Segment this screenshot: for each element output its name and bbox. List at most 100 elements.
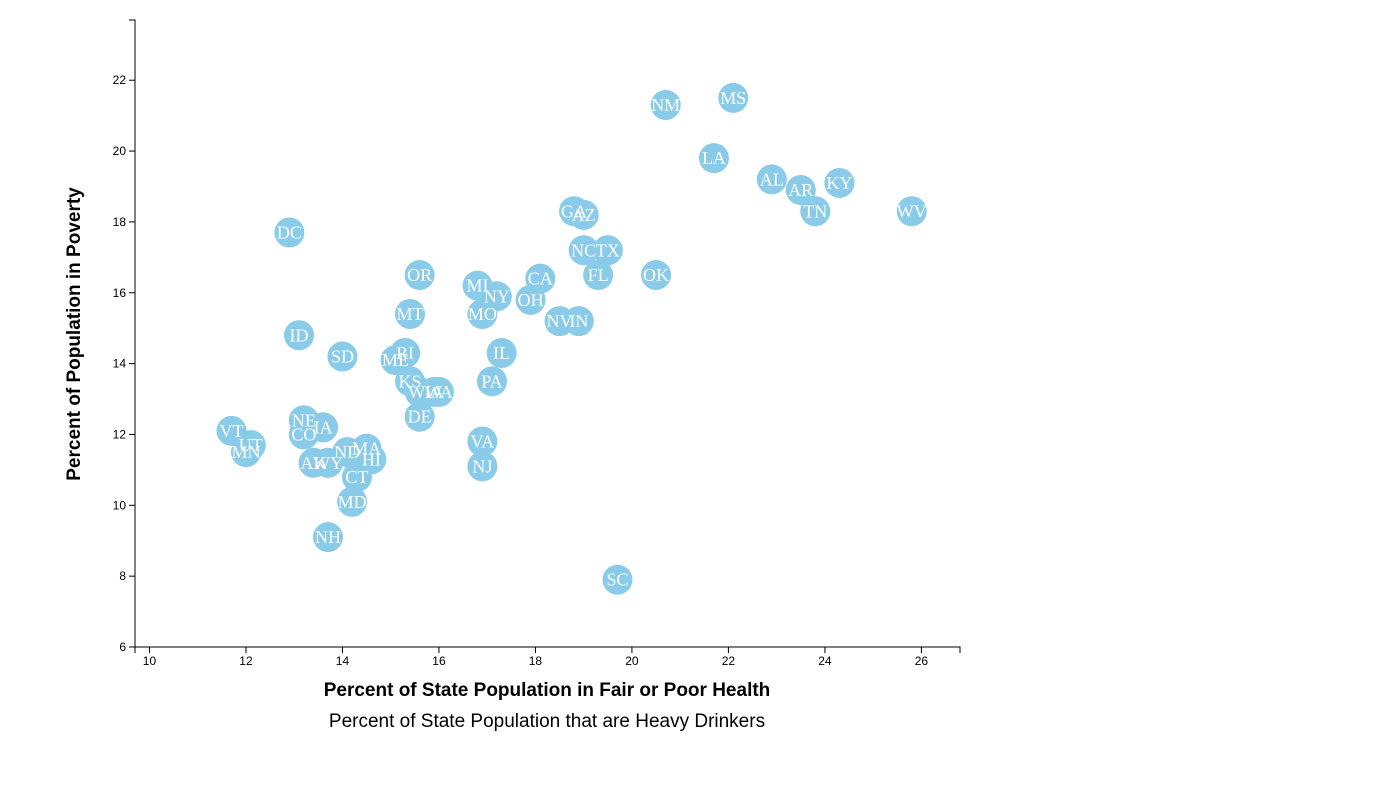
- state-circle[interactable]: [896, 196, 927, 227]
- state-circle[interactable]: [312, 522, 343, 553]
- state-abbr-label: WA: [425, 382, 453, 402]
- state-marker-nm[interactable]: [650, 90, 681, 121]
- state-abbr-label: WI: [408, 382, 431, 402]
- y-tick-label: 6: [119, 640, 126, 654]
- state-circle[interactable]: [568, 235, 599, 266]
- state-circle[interactable]: [583, 260, 614, 291]
- state-circle[interactable]: [515, 284, 546, 315]
- state-circle[interactable]: [288, 419, 319, 450]
- state-circle[interactable]: [390, 337, 421, 368]
- state-circle[interactable]: [800, 196, 831, 227]
- state-abbr-label: NJ: [472, 456, 492, 476]
- state-abbr-label: NV: [547, 311, 573, 331]
- y-axis: 6 8 10 12 14 16 18 20 22: [113, 19, 136, 654]
- state-marker-mt[interactable]: [395, 299, 425, 330]
- state-circle[interactable]: [602, 564, 633, 595]
- state-marker-mo[interactable]: [467, 299, 498, 330]
- state-abbr-label: TN: [803, 201, 827, 221]
- state-circle[interactable]: [341, 461, 372, 492]
- state-abbr-label: LA: [702, 148, 726, 168]
- state-marker-ri[interactable]: [390, 337, 421, 368]
- state-circle[interactable]: [824, 167, 855, 198]
- state-marker-la[interactable]: [698, 143, 729, 174]
- state-abbr-label: IL: [493, 343, 510, 363]
- state-circle[interactable]: [756, 164, 787, 195]
- state-circle[interactable]: [650, 90, 681, 121]
- state-marker-wa[interactable]: [423, 376, 454, 407]
- state-circle[interactable]: [467, 426, 498, 457]
- state-abbr-label: NH: [315, 527, 341, 547]
- state-marker-dc[interactable]: [274, 217, 305, 248]
- state-circle[interactable]: [641, 260, 672, 291]
- state-circle[interactable]: [230, 437, 261, 468]
- state-circle[interactable]: [568, 199, 599, 230]
- state-circle[interactable]: [423, 376, 454, 407]
- state-marker-ms[interactable]: [718, 82, 749, 113]
- state-marker-nc[interactable]: [568, 235, 599, 266]
- state-marker-id[interactable]: [284, 320, 315, 351]
- state-marker-md[interactable]: [337, 486, 368, 517]
- state-marker-tx[interactable]: [592, 235, 623, 266]
- state-abbr-label: ID: [290, 325, 309, 345]
- state-circle[interactable]: [467, 299, 498, 330]
- state-marker-nj[interactable]: [467, 451, 498, 482]
- x-axis-label-health[interactable]: Percent of State Population in Fair or P…: [324, 680, 771, 701]
- state-circle[interactable]: [785, 175, 816, 206]
- y-axis-label[interactable]: Percent of Population in Poverty: [64, 187, 85, 481]
- state-marker-in[interactable]: [563, 306, 594, 337]
- state-abbr-label: MN: [231, 442, 260, 462]
- state-marker-oh[interactable]: [515, 284, 546, 315]
- state-marker-al[interactable]: [756, 164, 787, 195]
- state-marker-sc[interactable]: [602, 564, 633, 595]
- state-circle[interactable]: [312, 447, 343, 478]
- y-tick-label: 18: [113, 215, 127, 229]
- state-circle[interactable]: [327, 341, 358, 372]
- state-circle[interactable]: [467, 451, 498, 482]
- state-circle[interactable]: [404, 260, 435, 291]
- state-circle[interactable]: [404, 401, 435, 432]
- state-marker-fl[interactable]: [583, 260, 614, 291]
- state-marker-de[interactable]: [404, 401, 435, 432]
- state-marker-pa[interactable]: [477, 366, 508, 397]
- state-marker-co[interactable]: [288, 419, 319, 450]
- state-abbr-label: GA: [561, 201, 587, 221]
- state-marker-va[interactable]: [467, 426, 498, 457]
- state-marker-wv[interactable]: [896, 196, 927, 227]
- state-circle[interactable]: [718, 82, 749, 113]
- state-marker-ct[interactable]: [341, 461, 372, 492]
- state-abbr-label: VA: [471, 432, 495, 452]
- state-circle[interactable]: [284, 320, 315, 351]
- state-abbr-label: PA: [481, 371, 502, 391]
- state-circle[interactable]: [337, 486, 368, 517]
- x-tick-label: 24: [818, 654, 832, 668]
- state-marker-mn[interactable]: [230, 437, 261, 468]
- x-axis-label-drinkers[interactable]: Percent of State Population that are Hea…: [329, 711, 765, 732]
- state-marker-ky[interactable]: [824, 167, 855, 198]
- state-marker-ok[interactable]: [641, 260, 672, 291]
- state-circle[interactable]: [563, 306, 594, 337]
- y-tick-label: 10: [113, 498, 127, 512]
- state-marker-nh[interactable]: [312, 522, 343, 553]
- state-circle[interactable]: [477, 366, 508, 397]
- y-tick-label: 20: [113, 144, 127, 158]
- state-circle[interactable]: [698, 143, 729, 174]
- y-tick-label: 12: [113, 427, 127, 441]
- state-circle[interactable]: [486, 337, 517, 368]
- x-tick-label: 16: [432, 654, 446, 668]
- state-abbr-label: MI: [467, 276, 489, 296]
- state-circle[interactable]: [274, 217, 305, 248]
- state-abbr-label: RI: [396, 343, 414, 363]
- state-circle[interactable]: [592, 235, 623, 266]
- state-abbr-label: UT: [239, 435, 263, 455]
- state-abbr-label: NY: [484, 286, 510, 306]
- state-circle[interactable]: [395, 299, 425, 330]
- state-abbr-label: OH: [518, 290, 544, 310]
- state-marker-wy[interactable]: [312, 447, 343, 478]
- state-marker-sd[interactable]: [327, 341, 358, 372]
- state-marker-ar[interactable]: [785, 175, 816, 206]
- state-marker-az[interactable]: [568, 199, 599, 230]
- state-marker-il[interactable]: [486, 337, 517, 368]
- state-marker-tn[interactable]: [800, 196, 831, 227]
- state-marker-or[interactable]: [404, 260, 435, 291]
- state-abbr-label: MD: [338, 492, 367, 512]
